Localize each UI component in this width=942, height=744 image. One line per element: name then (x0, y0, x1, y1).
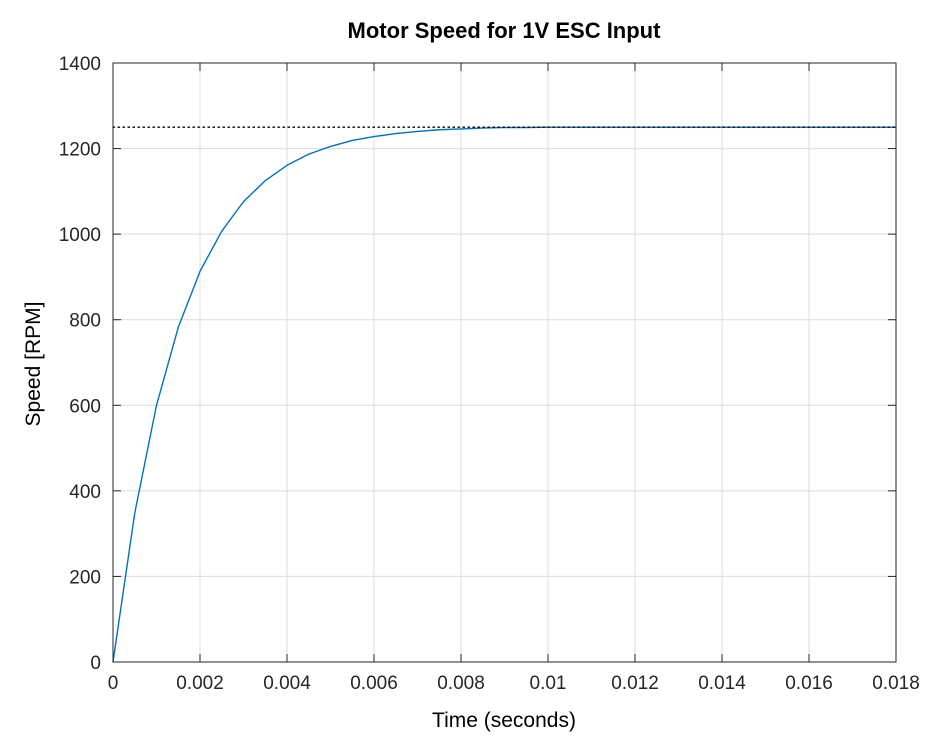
plot-series (112, 126, 897, 663)
x-tick-label: 0.012 (611, 673, 659, 694)
y-tick-label: 400 (69, 482, 101, 503)
x-tick-label: 0.01 (530, 673, 567, 694)
x-tick-label: 0.004 (263, 673, 311, 694)
y-tick-label: 1200 (59, 140, 101, 161)
x-tick-label: 0.006 (350, 673, 398, 694)
y-tick-label: 600 (69, 396, 101, 417)
x-tick-label: 0 (108, 673, 119, 694)
y-tick-label: 800 (69, 311, 101, 332)
axes-frame (112, 62, 897, 663)
axis-ticks: 0 0.002 0.004 0.006 0.008 0.01 0.012 0.014 0.016… (59, 54, 920, 694)
y-tick-label: 1400 (59, 54, 101, 75)
y-tick-label: 0 (90, 653, 101, 674)
x-tick-label: 0.016 (785, 673, 833, 694)
x-tick-label: 0.014 (698, 673, 746, 694)
x-tick-label: 0.002 (176, 673, 224, 694)
y-tick-label: 200 (69, 567, 101, 588)
x-tick-label: 0.008 (437, 673, 485, 694)
y-axis-label: Speed [RPM] (22, 302, 45, 427)
y-tick-label: 1000 (59, 225, 101, 246)
x-tick-label: 0.018 (872, 673, 920, 694)
x-axis-label: Time (seconds) (432, 709, 576, 732)
chart-title: Motor Speed for 1V ESC Input (348, 18, 662, 43)
